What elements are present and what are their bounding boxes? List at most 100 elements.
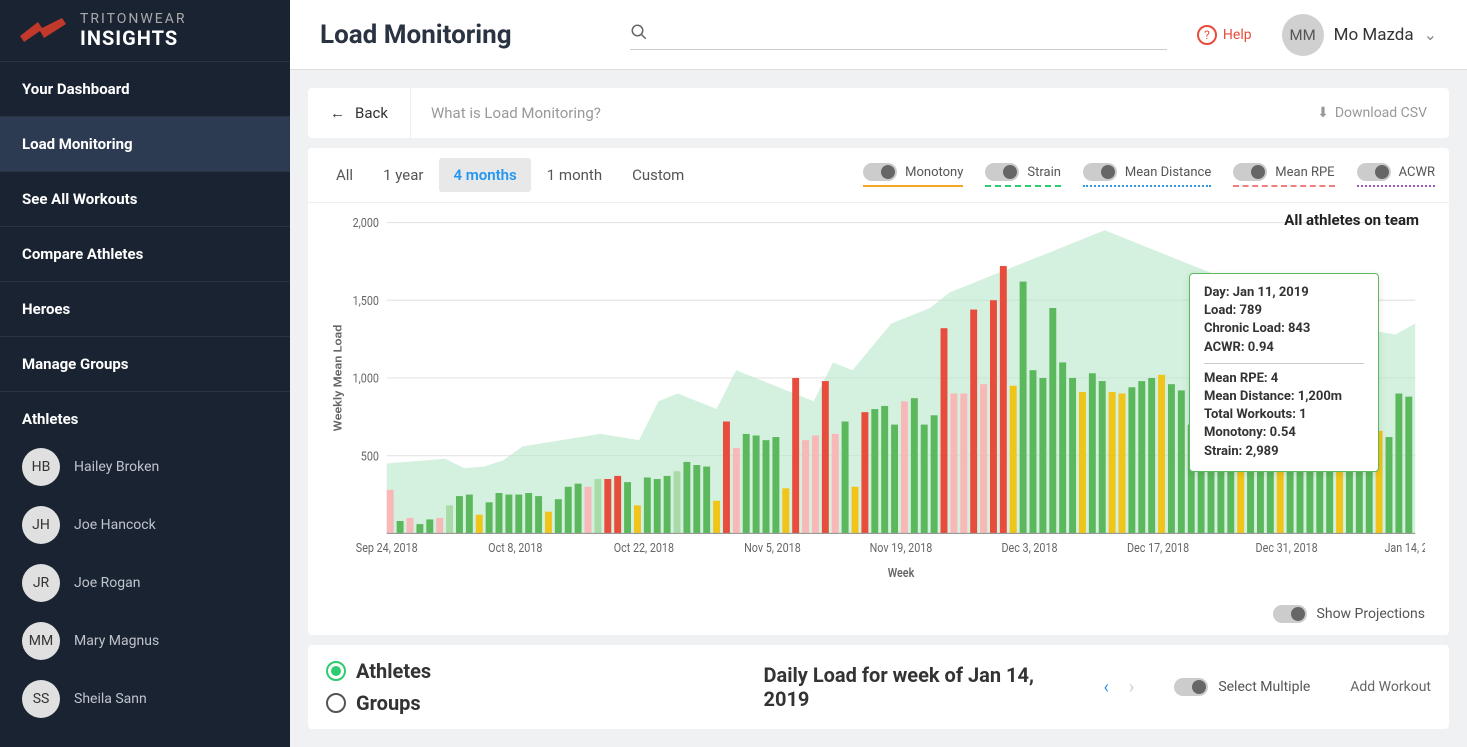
download-csv-button[interactable]: ⬇ Download CSV — [1295, 105, 1449, 121]
svg-text:Oct 22, 2018: Oct 22, 2018 — [614, 540, 674, 555]
download-icon: ⬇ — [1317, 105, 1329, 121]
range-button[interactable]: Custom — [618, 158, 698, 192]
radio-icon — [326, 693, 346, 713]
toggle-pill[interactable] — [985, 163, 1019, 181]
nav-item[interactable]: Load Monitoring — [0, 117, 290, 172]
user-avatar: MM — [1282, 14, 1324, 56]
svg-text:Dec 3, 2018: Dec 3, 2018 — [1001, 540, 1057, 555]
svg-text:Oct 8, 2018: Oct 8, 2018 — [488, 540, 542, 555]
athlete-name: Sheila Sann — [74, 691, 147, 707]
range-button[interactable]: 1 month — [533, 158, 616, 192]
filter-row: All1 year4 months1 monthCustom Monotony S… — [308, 148, 1449, 203]
metric-toggle[interactable]: Strain — [985, 163, 1061, 187]
avatar: MM — [22, 622, 60, 660]
toggle-pill[interactable] — [863, 163, 897, 181]
range-button[interactable]: 4 months — [439, 158, 530, 192]
radio-label: Athletes — [356, 659, 431, 683]
range-button[interactable]: 1 year — [369, 158, 437, 192]
search-field[interactable] — [630, 19, 1167, 50]
info-link[interactable]: What is Load Monitoring? — [411, 104, 621, 122]
back-button[interactable]: ← Back — [308, 88, 411, 138]
view-selector: Athletes Groups — [326, 659, 431, 715]
svg-text:Jan 14, 2019: Jan 14, 2019 — [1384, 540, 1425, 555]
athlete-name: Mary Magnus — [74, 633, 159, 649]
range-button[interactable]: All — [322, 158, 367, 192]
athlete-name: Joe Rogan — [74, 575, 140, 591]
toggle-label: Strain — [1027, 165, 1061, 180]
nav-item[interactable]: Your Dashboard — [0, 62, 290, 117]
avatar: SS — [22, 680, 60, 718]
add-workout-button[interactable]: Add Workout — [1350, 679, 1431, 695]
nav-item[interactable]: Heroes — [0, 282, 290, 337]
download-label: Download CSV — [1335, 105, 1427, 121]
nav-item[interactable]: See All Workouts — [0, 172, 290, 227]
svg-text:500: 500 — [361, 448, 379, 463]
toggle-label: Mean Distance — [1125, 165, 1211, 180]
prev-week-button[interactable]: ‹ — [1104, 677, 1109, 698]
brand-logo[interactable]: TRITONWEAR INSIGHTS — [0, 0, 290, 62]
toggle-label: ACWR — [1399, 165, 1435, 180]
athlete-name: Hailey Broken — [74, 459, 159, 475]
metric-toggle[interactable]: Mean Distance — [1083, 163, 1211, 187]
svg-text:Nov 19, 2018: Nov 19, 2018 — [870, 540, 933, 555]
chart-card: All1 year4 months1 monthCustom Monotony S… — [308, 148, 1449, 635]
svg-text:2,000: 2,000 — [353, 215, 379, 230]
user-menu[interactable]: MM Mo Mazda ⌄ — [1282, 14, 1437, 56]
select-multiple-toggle[interactable] — [1174, 678, 1208, 696]
bottom-card: Athletes Groups Daily Load for week of J… — [308, 645, 1449, 729]
search-icon — [630, 23, 648, 45]
radio-label: Groups — [356, 691, 421, 715]
logo-text: TRITONWEAR INSIGHTS — [80, 12, 187, 49]
toggle-pill[interactable] — [1083, 163, 1117, 181]
breadcrumb-bar: ← Back What is Load Monitoring? ⬇ Downlo… — [308, 88, 1449, 138]
radio-icon — [326, 661, 346, 681]
toggle-label: Monotony — [905, 165, 963, 180]
user-name: Mo Mazda — [1334, 25, 1414, 45]
chevron-down-icon: ⌄ — [1424, 25, 1437, 44]
radio-athletes[interactable]: Athletes — [326, 659, 431, 683]
topbar: Load Monitoring ? Help MM Mo Mazda ⌄ — [290, 0, 1467, 70]
svg-text:Nov 5, 2018: Nov 5, 2018 — [744, 540, 801, 555]
athlete-item[interactable]: JR Joe Rogan — [0, 554, 290, 612]
svg-text:1,000: 1,000 — [353, 371, 379, 386]
next-week-button[interactable]: › — [1129, 677, 1134, 698]
svg-text:Sep 24, 2018: Sep 24, 2018 — [356, 540, 418, 555]
metric-toggle[interactable]: Monotony — [863, 163, 963, 187]
nav-item[interactable]: Manage Groups — [0, 337, 290, 392]
nav-item[interactable]: Compare Athletes — [0, 227, 290, 282]
metric-toggle[interactable]: Mean RPE — [1233, 163, 1334, 187]
athletes-header: Athletes — [0, 392, 290, 438]
svg-text:Dec 17, 2018: Dec 17, 2018 — [1127, 540, 1189, 555]
svg-text:Weekly Mean Load: Weekly Mean Load — [332, 325, 345, 432]
athlete-item[interactable]: SS Sheila Sann — [0, 670, 290, 728]
page-title: Load Monitoring — [320, 20, 600, 50]
search-input[interactable] — [658, 26, 1167, 42]
avatar: JR — [22, 564, 60, 602]
svg-text:Week: Week — [888, 565, 915, 580]
athlete-item[interactable]: MM Mary Magnus — [0, 612, 290, 670]
metric-toggle[interactable]: ACWR — [1357, 163, 1435, 187]
avatar: JH — [22, 506, 60, 544]
projections-toggle[interactable] — [1273, 605, 1307, 623]
radio-groups[interactable]: Groups — [326, 691, 431, 715]
help-icon: ? — [1197, 25, 1217, 45]
athlete-item[interactable]: JH Joe Hancock — [0, 496, 290, 554]
toggle-pill[interactable] — [1357, 163, 1391, 181]
main: Load Monitoring ? Help MM Mo Mazda ⌄ ← B… — [290, 0, 1467, 747]
svg-text:Dec 31, 2018: Dec 31, 2018 — [1256, 540, 1318, 555]
toggle-label: Mean RPE — [1275, 165, 1334, 180]
chart-area: All athletes on team 5001,0001,5002,000W… — [308, 203, 1449, 599]
help-link[interactable]: ? Help — [1197, 25, 1252, 45]
toggle-pill[interactable] — [1233, 163, 1267, 181]
metric-toggles: Monotony Strain Mean Distance Mean RPE ACWR — [863, 163, 1435, 187]
projections-label: Show Projections — [1317, 606, 1425, 622]
chart-tooltip: Day: Jan 11, 2019 Load: 789 Chronic Load… — [1189, 273, 1379, 472]
athlete-item[interactable]: HB Hailey Broken — [0, 438, 290, 496]
week-nav: ‹ › — [1104, 677, 1135, 698]
select-multiple[interactable]: Select Multiple — [1174, 678, 1310, 696]
chart-corner-label: All athletes on team — [1284, 211, 1419, 229]
avatar: HB — [22, 448, 60, 486]
athlete-name: Joe Hancock — [74, 517, 156, 533]
week-title: Daily Load for week of Jan 14, 2019 — [764, 663, 1064, 711]
projections-row: Show Projections — [308, 599, 1449, 635]
